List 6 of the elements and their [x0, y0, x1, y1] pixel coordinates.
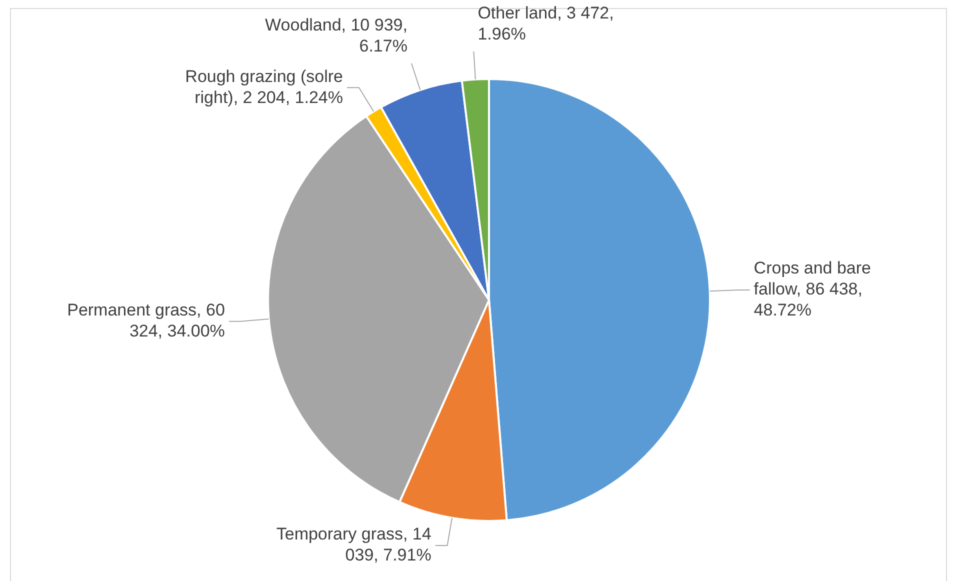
slice-label: Rough grazing (solre right), 2 204, 1.24%	[185, 66, 343, 107]
slice-label: Woodland, 10 939, 6.17%	[265, 16, 408, 56]
slice-label: Crops and bare fallow, 86 438, 48.72%	[754, 258, 871, 320]
slice-label: Temporary grass, 14 039, 7.91%	[276, 524, 432, 565]
slice-label: Permanent grass, 60 324, 34.00%	[67, 300, 225, 341]
slice-label: Other land, 3 472, 1.96%	[478, 4, 614, 44]
